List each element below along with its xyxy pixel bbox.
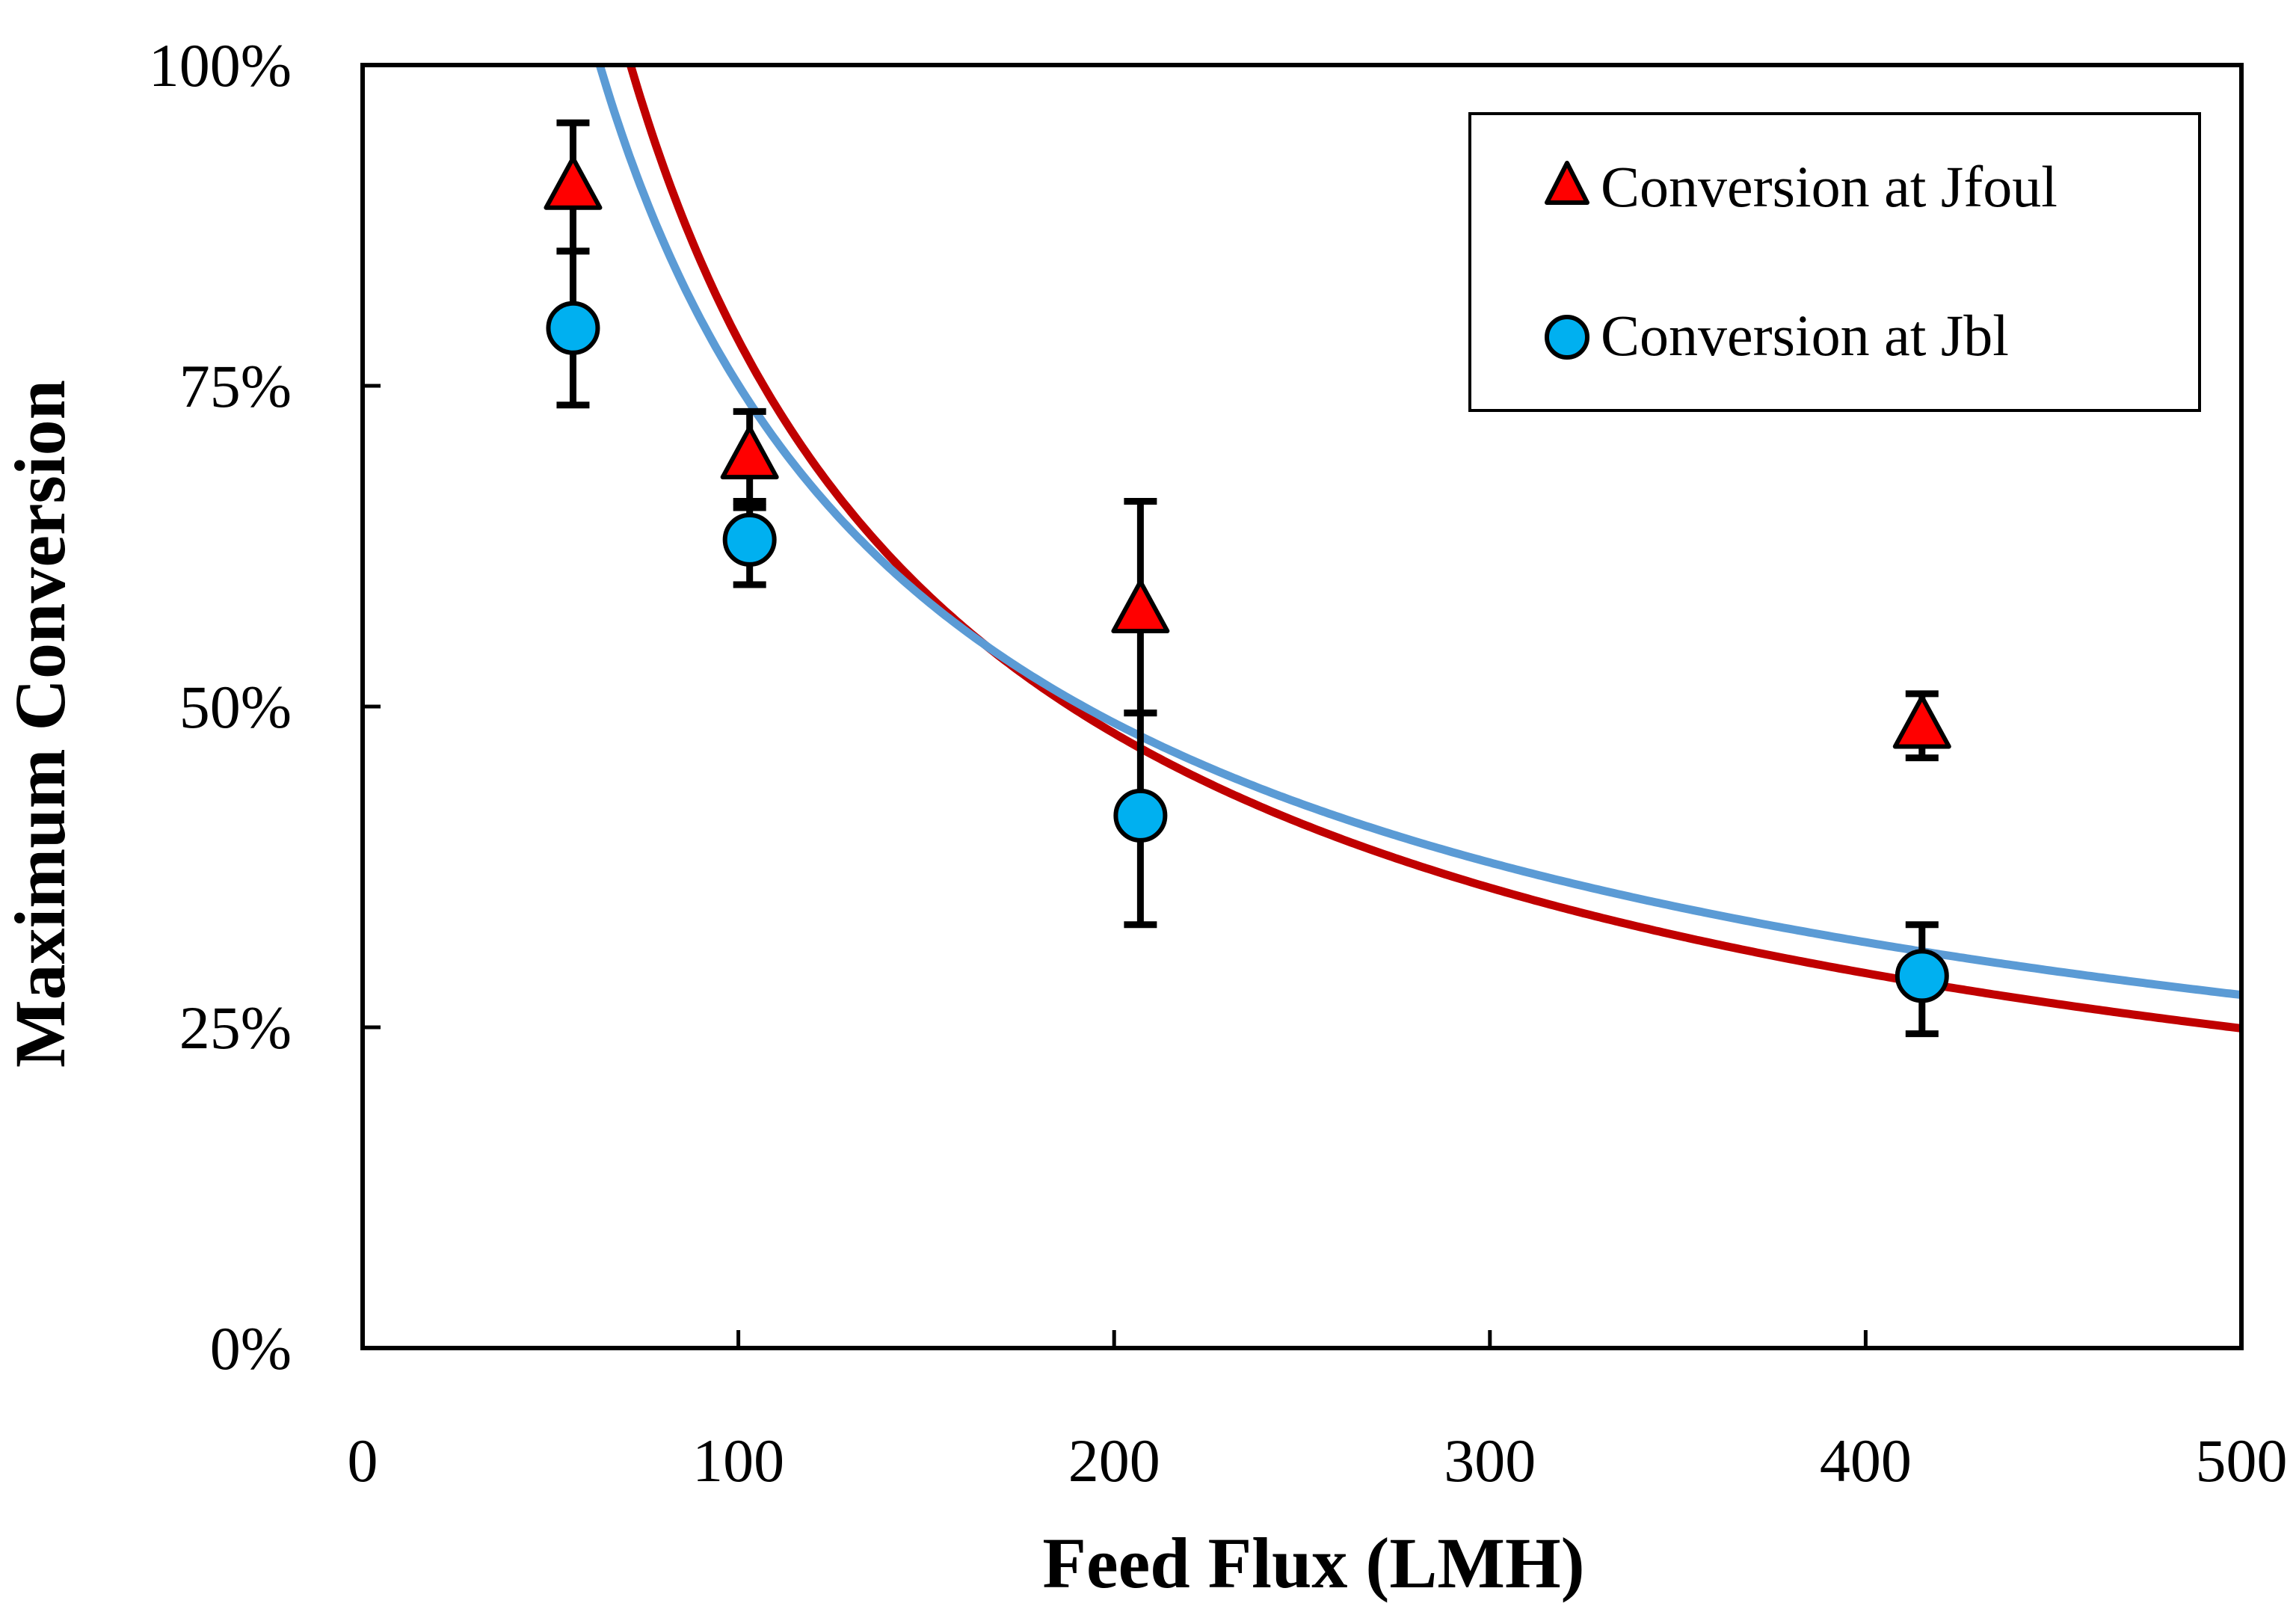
y-tick-label: 0% xyxy=(210,1314,292,1382)
legend-label-jfoul: Conversion at Jfoul xyxy=(1601,154,2058,219)
fit-curve-jfoul xyxy=(626,65,2241,1033)
legend: Conversion at Jfoul Conversion at Jbl xyxy=(1468,112,2201,412)
y-tick-label: 100% xyxy=(149,31,292,99)
x-tick-label: 0 xyxy=(348,1427,378,1495)
y-tick-label: 75% xyxy=(179,352,292,420)
fit-curves xyxy=(595,65,2241,1033)
data-point-jbl xyxy=(546,301,600,355)
x-tick-label: 500 xyxy=(2196,1427,2288,1495)
y-axis-title: Maximum Conversion xyxy=(0,380,80,1068)
axes-layer: 0 100 200 300 400 500 0% 25% 50% 75% 100% xyxy=(149,31,2288,1495)
y-tick-label: 50% xyxy=(179,673,292,741)
data-point-jfoul xyxy=(1111,579,1170,634)
x-tick-label: 100 xyxy=(692,1427,784,1495)
data-point-jfoul xyxy=(720,425,779,480)
data-point-jbl xyxy=(1895,949,1949,1003)
data-point-jbl xyxy=(722,512,777,567)
x-tick-label: 300 xyxy=(1444,1427,1536,1495)
x-tick-label: 400 xyxy=(1820,1427,1912,1495)
data-point-jfoul xyxy=(544,156,603,210)
series-jfoul xyxy=(544,119,1951,762)
legend-label-jbl: Conversion at Jbl xyxy=(1601,303,2009,368)
legend-box xyxy=(1468,112,2201,412)
legend-triangle-marker xyxy=(1545,161,1589,205)
y-tick-label: 25% xyxy=(179,994,292,1062)
x-axis-title: Feed Flux (LMH) xyxy=(1042,1523,1584,1603)
legend-circle-marker xyxy=(1545,315,1589,360)
data-point-jbl xyxy=(1113,788,1168,843)
fit-curve-jbl xyxy=(595,65,2241,1000)
plot-layer xyxy=(544,65,2241,1038)
series-jbl xyxy=(546,247,1949,1038)
data-point-jfoul xyxy=(1892,695,1951,749)
x-tick-label: 200 xyxy=(1068,1427,1160,1495)
